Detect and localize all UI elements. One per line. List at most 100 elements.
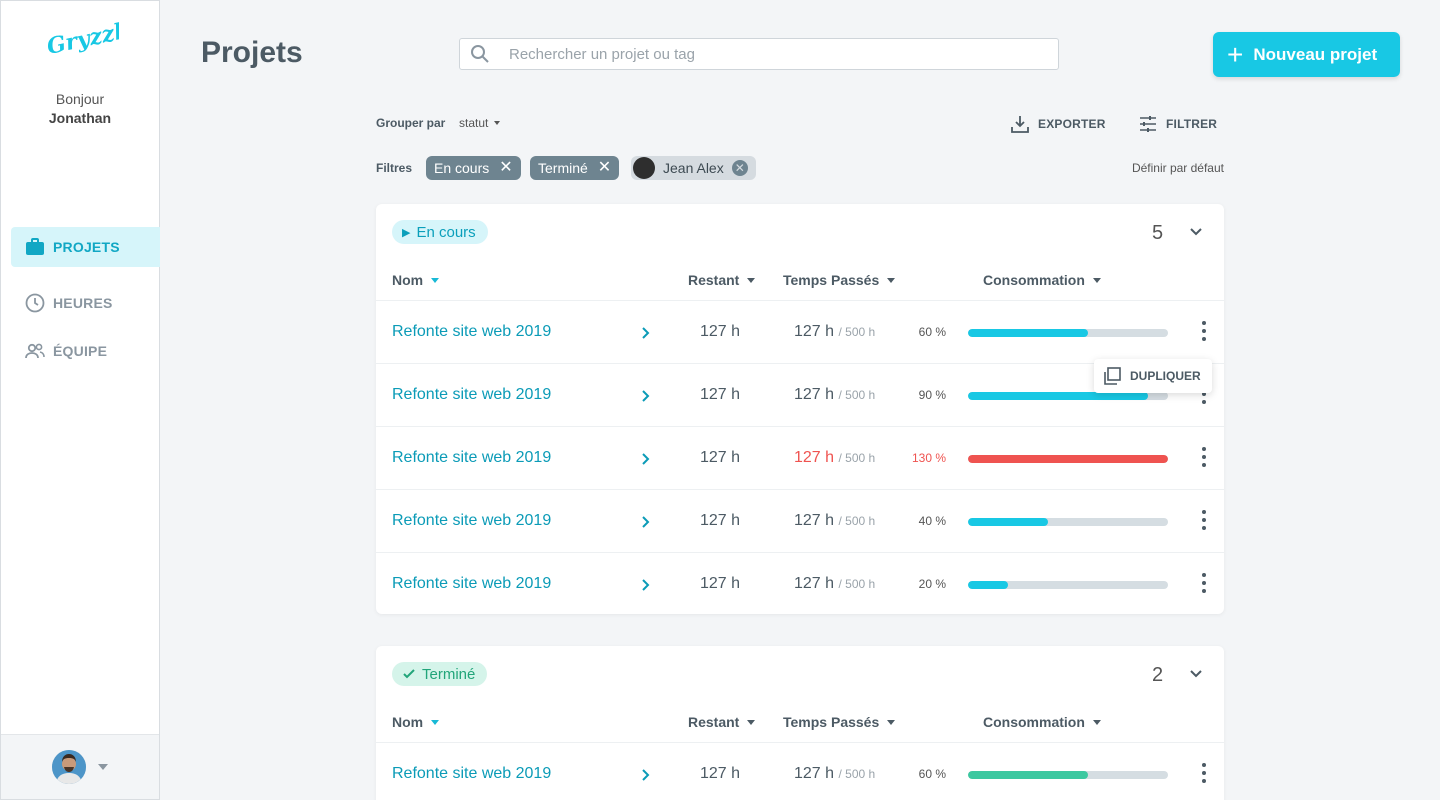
clock-icon (25, 293, 45, 313)
more-icon[interactable] (1198, 321, 1210, 341)
status-label: En cours (416, 223, 476, 241)
chevron-right-icon[interactable] (638, 514, 654, 530)
budget-value: / 500 h (838, 325, 876, 339)
group-card-termine: Terminé 2 Nom Restant Temps Passés Conso… (376, 646, 1224, 800)
chevron-down-icon[interactable] (1188, 666, 1204, 682)
sort-icon (431, 277, 440, 283)
column-consumption[interactable]: Consommation (983, 714, 1101, 730)
chevron-right-icon[interactable] (638, 451, 654, 467)
chevron-right-icon[interactable] (638, 325, 654, 341)
close-circle-icon[interactable]: ✕ (731, 160, 748, 176)
table-row[interactable]: Refonte site web 2019 127 h 127 h / 500 … (376, 300, 1224, 363)
column-label: Consommation (983, 714, 1085, 730)
more-icon[interactable] (1198, 763, 1210, 783)
chevron-right-icon[interactable] (638, 388, 654, 404)
consumption-percent: 60 % (918, 325, 946, 339)
consumption-percent: 90 % (918, 388, 946, 402)
copy-icon (1104, 367, 1121, 385)
user-menu[interactable] (1, 734, 159, 799)
sliders-icon (1140, 116, 1156, 132)
new-project-button[interactable]: + Nouveau projet (1213, 32, 1400, 77)
progress-bar (968, 329, 1168, 337)
more-icon[interactable] (1198, 447, 1210, 467)
chevron-right-icon[interactable] (638, 767, 654, 783)
nav-heures[interactable]: HEURES (11, 283, 160, 323)
column-consumption[interactable]: Consommation (983, 272, 1101, 288)
spent-hours: 127 h (794, 765, 835, 782)
group-card-en-cours: ▶ En cours 5 Nom Restant Temps Passés Co… (376, 204, 1224, 614)
close-icon[interactable]: ✕ (499, 159, 513, 176)
nav-projets[interactable]: PROJETS (11, 227, 160, 267)
column-remaining[interactable]: Restant (688, 272, 756, 288)
filter-chip-person: Jean Alex ✕ (631, 156, 756, 180)
svg-text:Gryzzly: Gryzzly (45, 17, 119, 60)
sort-icon (431, 719, 440, 725)
progress-fill (968, 771, 1088, 779)
export-button[interactable]: EXPORTER (1010, 114, 1106, 134)
column-name[interactable]: Nom (392, 272, 440, 288)
sort-icon (1092, 719, 1101, 725)
filters-label: Filtres (376, 161, 413, 175)
table-row[interactable]: Refonte site web 2019 127 h 127 h / 500 … (376, 363, 1224, 426)
progress-fill (968, 455, 1168, 463)
remaining-value: 127 h (700, 386, 741, 403)
more-icon[interactable] (1198, 510, 1210, 530)
chevron-down-icon[interactable] (1188, 224, 1204, 240)
column-label: Temps Passés (783, 714, 880, 730)
spent-hours: 127 h (794, 449, 835, 466)
gryzzly-logo[interactable]: Gryzzly (45, 17, 119, 67)
project-name[interactable]: Refonte site web 2019 (392, 575, 552, 592)
team-icon (25, 343, 45, 359)
column-name[interactable]: Nom (392, 714, 440, 730)
duplicate-menu-item[interactable]: DUPLIQUER (1094, 359, 1212, 393)
budget-value: / 500 h (838, 514, 876, 528)
group-by-label: Grouper par (376, 116, 446, 130)
status-label: Terminé (422, 665, 476, 683)
spent-value: 127 h / 500 h (794, 386, 875, 404)
chip-label: Terminé (538, 160, 588, 176)
remaining-value: 127 h (700, 323, 741, 340)
column-spent[interactable]: Temps Passés (783, 714, 896, 730)
remaining-value: 127 h (700, 512, 741, 529)
close-icon[interactable]: ✕ (597, 159, 612, 176)
progress-fill (968, 581, 1008, 589)
spent-value: 127 h / 500 h (794, 765, 875, 783)
briefcase-icon (26, 238, 44, 255)
project-name[interactable]: Refonte site web 2019 (392, 323, 552, 340)
progress-bar (968, 455, 1168, 463)
new-project-label: Nouveau projet (1253, 44, 1378, 64)
sort-icon (747, 277, 756, 283)
nav-equipe[interactable]: ÉQUIPE (11, 331, 160, 371)
set-default-link[interactable]: Définir par défaut (1131, 161, 1224, 175)
column-spent[interactable]: Temps Passés (783, 272, 896, 288)
group-by-value: statut (459, 116, 489, 130)
avatar-image (52, 750, 86, 784)
column-remaining[interactable]: Restant (688, 714, 756, 730)
project-name[interactable]: Refonte site web 2019 (392, 765, 552, 782)
avatar[interactable] (52, 750, 86, 784)
table-row[interactable]: Refonte site web 2019 127 h 127 h / 500 … (376, 426, 1224, 489)
more-icon[interactable] (1198, 573, 1210, 593)
chevron-down-icon[interactable] (98, 764, 108, 770)
table-row[interactable]: Refonte site web 2019 127 h 127 h / 500 … (376, 742, 1224, 800)
greeting: Bonjour Jonathan (1, 90, 159, 128)
progress-bar (968, 581, 1168, 589)
duplicate-label: DUPLIQUER (1130, 369, 1201, 383)
table-row[interactable]: Refonte site web 2019 127 h 127 h / 500 … (376, 552, 1224, 615)
spent-hours: 127 h (794, 575, 835, 592)
nav-label: PROJETS (53, 239, 120, 255)
chevron-right-icon[interactable] (638, 577, 654, 593)
table-row[interactable]: Refonte site web 2019 127 h 127 h / 500 … (376, 489, 1224, 552)
budget-value: / 500 h (838, 388, 876, 402)
search-bar[interactable] (459, 38, 1059, 70)
spent-value: 127 h / 500 h (794, 575, 875, 593)
search-input[interactable] (509, 45, 1029, 63)
project-name[interactable]: Refonte site web 2019 (392, 386, 552, 403)
project-name[interactable]: Refonte site web 2019 (392, 449, 552, 466)
project-name[interactable]: Refonte site web 2019 (392, 512, 552, 529)
group-by-select[interactable]: statut (459, 116, 501, 130)
play-icon: ▶ (402, 226, 411, 239)
search-icon (471, 45, 489, 63)
export-label: EXPORTER (1038, 117, 1106, 131)
filter-button[interactable]: FILTRER (1138, 114, 1217, 134)
